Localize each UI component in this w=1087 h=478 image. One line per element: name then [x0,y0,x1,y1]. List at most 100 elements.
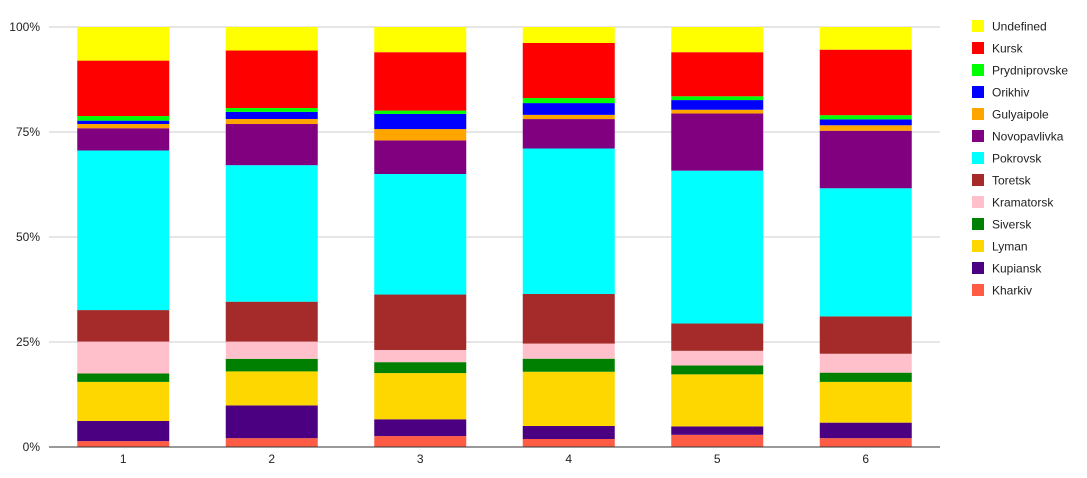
bar-segment-lyman [225,371,318,406]
x-tick-label: 3 [417,452,424,466]
bars [77,27,912,447]
legend-label: Orikhiv [992,86,1029,100]
bar-segment-kharkiv [671,434,764,447]
bar-segment-kharkiv [522,439,615,447]
bar-segment-gulyaipole [77,124,170,129]
bar-segment-novopavlivka [522,119,615,149]
bar-segment-pokrovsk [77,150,170,311]
bar-segment-prydniprovske [522,98,615,104]
y-tick-label: 25% [16,335,40,349]
legend-swatch [972,152,984,164]
bar-segment-orikhiv [77,120,170,125]
legend-swatch [972,240,984,252]
bar-segment-kramatorsk [819,353,912,373]
bar-segment-lyman [671,374,764,427]
legend-label: Kupiansk [992,262,1042,276]
bar-segment-undefined [671,27,764,53]
bar-segment-orikhiv [225,111,318,119]
bar-segment-novopavlivka [374,140,467,174]
bar-segment-novopavlivka [225,124,318,166]
legend-swatch [972,130,984,142]
bar-segment-kramatorsk [522,343,615,359]
legend-label: Novopavlivka [992,130,1064,144]
legend-label: Undefined [992,20,1047,34]
legend-swatch [972,86,984,98]
bar-segment-kursk [522,42,615,99]
bar-segment-undefined [77,27,170,61]
legend-label: Kursk [992,42,1024,56]
bar-segment-orikhiv [819,119,912,126]
legend-swatch [972,174,984,186]
bar-segment-lyman [522,371,615,426]
bar-segment-orikhiv [374,113,467,130]
bar-segment-siversk [671,365,764,375]
bar-segment-kursk [671,52,764,97]
legend-swatch [972,64,984,76]
bar-segment-kharkiv [77,441,170,447]
legend-label: Gulyaipole [992,108,1049,122]
bar-segment-kupiansk [225,405,318,439]
bar-segment-kupiansk [374,419,467,437]
legend-swatch [972,20,984,32]
bar-segment-orikhiv [671,100,764,110]
gridlines [49,26,940,343]
legend-label: Kharkiv [992,284,1032,298]
legend-swatch [972,42,984,54]
x-tick-label: 1 [120,452,127,466]
bar-segment-pokrovsk [522,148,615,294]
legend-swatch [972,196,984,208]
bar-segment-kramatorsk [374,349,467,363]
legend-swatch [972,108,984,120]
bar-segment-kursk [225,50,318,109]
bar-segment-prydniprovske [77,116,170,121]
bar-segment-prydniprovske [819,115,912,120]
bar-segment-pokrovsk [819,188,912,317]
bar-segment-kursk [374,52,467,111]
x-tick-label: 6 [862,452,869,466]
bar-segment-pokrovsk [671,170,764,324]
bar-segment-pokrovsk [225,165,318,302]
legend-swatch [972,284,984,296]
bar-segment-gulyaipole [374,129,467,141]
bar-segment-kramatorsk [225,341,318,359]
bar-segment-prydniprovske [374,110,467,114]
bar-segment-toretsk [225,301,318,342]
bar-segment-siversk [522,358,615,372]
bar-segment-undefined [522,27,615,43]
bar-segment-lyman [77,381,170,421]
legend-swatch [972,218,984,230]
legend-label: Lyman [992,240,1028,254]
legend-swatch [972,262,984,274]
bar-segment-kharkiv [819,438,912,447]
bar-segment-pokrovsk [374,174,467,295]
bar-segment-siversk [374,362,467,374]
bar-segment-toretsk [77,310,170,342]
bar-segment-gulyaipole [671,109,764,114]
y-tick-label: 75% [16,125,40,139]
x-tick-label: 5 [714,452,721,466]
legend-label: Kramatorsk [992,196,1054,210]
bar-segment-gulyaipole [522,114,615,120]
bar-segment-toretsk [819,316,912,354]
bar-segment-siversk [819,372,912,382]
bar-segment-novopavlivka [819,130,912,189]
bar-segment-kupiansk [522,425,615,440]
axes: 0% 25% 50% 75% 100% 1 2 3 4 5 6 [9,20,940,466]
bar-segment-kursk [819,49,912,116]
legend-label: Prydniprovske [992,64,1068,78]
bar-segment-kursk [77,60,170,117]
bar-segment-novopavlivka [77,128,170,151]
y-tick-label: 0% [23,440,41,454]
bar-segment-kharkiv [374,436,467,447]
bar-segment-toretsk [671,323,764,351]
bar-segment-lyman [819,381,912,423]
bar-segment-orikhiv [522,103,615,115]
bar-segment-toretsk [522,293,615,344]
x-tick-label: 4 [565,452,572,466]
bar-segment-kupiansk [77,420,170,442]
bar-segment-prydniprovske [671,96,764,101]
bar-segment-siversk [77,373,170,382]
bar-segment-toretsk [374,294,467,350]
bar-segment-undefined [374,27,467,53]
